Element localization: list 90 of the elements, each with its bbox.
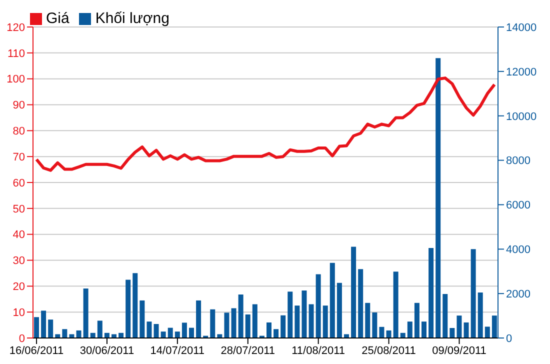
- y-tick-label: 20: [12, 281, 25, 294]
- bar: [316, 274, 321, 338]
- y-tick-label: 40: [12, 229, 25, 242]
- bar: [55, 334, 60, 338]
- bar: [456, 316, 462, 338]
- bar: [266, 322, 272, 338]
- bar: [252, 304, 258, 338]
- y-tick-label: 70: [12, 151, 25, 164]
- y-tick-label: 110: [7, 48, 25, 60]
- y2-tick-label: 14000: [506, 22, 537, 34]
- bar: [351, 246, 356, 338]
- y2-tick-label: 10000: [506, 110, 537, 123]
- bar: [450, 328, 455, 338]
- legend-label: Giá: [46, 10, 70, 27]
- bar: [83, 288, 88, 338]
- y-tick-label: 60: [12, 177, 25, 190]
- x-tick-label: 30/06/2011: [80, 344, 134, 357]
- bar: [294, 306, 300, 338]
- x-tick-label: 16/06/2011: [9, 344, 64, 357]
- y-tick-label: 0: [18, 332, 25, 345]
- legend-label: Khối lượng: [95, 10, 170, 27]
- bar: [436, 58, 441, 338]
- bar: [154, 324, 159, 338]
- bar: [146, 322, 152, 338]
- y-tick-label: 100: [6, 74, 25, 86]
- bar: [112, 334, 116, 338]
- line-series: [35, 76, 496, 172]
- bar: [69, 334, 74, 338]
- bar: [48, 320, 54, 338]
- bar: [160, 332, 166, 338]
- y-tick-label: 10: [12, 306, 25, 319]
- bar: [217, 334, 222, 338]
- y2-tick-label: 8000: [506, 155, 530, 168]
- bar: [245, 314, 250, 338]
- bar: [470, 249, 476, 338]
- bar: [210, 309, 216, 338]
- bar: [422, 322, 426, 338]
- bar: [428, 248, 434, 338]
- bar: [379, 326, 384, 338]
- bar: [140, 300, 145, 338]
- y-tick-label: 90: [12, 100, 25, 112]
- y-tick-label: 50: [12, 203, 25, 216]
- bar: [484, 326, 490, 338]
- bar: [34, 317, 39, 338]
- y2-tick-label: 0: [506, 332, 512, 345]
- x-tick-label: 11/08/2011: [292, 344, 346, 357]
- bar: [196, 300, 202, 338]
- bar: [322, 306, 328, 338]
- bar: [365, 302, 370, 338]
- bar: [344, 334, 349, 338]
- bar: [308, 304, 314, 338]
- x-tick-label: 09/09/2011: [432, 344, 486, 357]
- x-tick-label: 25/08/2011: [362, 344, 416, 357]
- bar: [386, 330, 392, 338]
- bar: [407, 322, 412, 338]
- bar: [288, 292, 293, 338]
- bar: [168, 328, 173, 338]
- bar: [393, 272, 398, 338]
- bar: [336, 282, 342, 338]
- bar: [280, 315, 286, 338]
- y-tick-label: 30: [12, 255, 25, 268]
- bar: [189, 328, 194, 338]
- x-tick-label: 14/07/2011: [150, 344, 205, 357]
- bar: [302, 290, 307, 338]
- bar: [62, 329, 68, 338]
- bar: [330, 262, 335, 338]
- bar: [372, 312, 378, 338]
- y2-tick-label: 2000: [506, 288, 530, 300]
- bar: [224, 312, 230, 338]
- bar: [174, 332, 180, 338]
- bar: [442, 294, 448, 338]
- y-tick-label: 120: [6, 22, 25, 34]
- y2-tick-label: 4000: [506, 244, 530, 256]
- y2-tick-label: 6000: [506, 200, 530, 212]
- bar: [274, 329, 279, 338]
- bar: [414, 302, 420, 338]
- bar: [478, 292, 483, 338]
- bar: [231, 308, 236, 338]
- y-tick-label: 80: [12, 126, 25, 138]
- x-tick-label: 28/07/2011: [220, 344, 276, 357]
- bar: [238, 294, 244, 338]
- bar: [132, 273, 138, 338]
- bar: [182, 322, 187, 338]
- bar: [126, 280, 131, 338]
- bar: [97, 320, 102, 338]
- bar: [358, 269, 364, 338]
- y2-tick-label: 12000: [506, 66, 537, 78]
- bar: [41, 310, 46, 338]
- bar: [464, 322, 469, 338]
- bar: [76, 330, 82, 338]
